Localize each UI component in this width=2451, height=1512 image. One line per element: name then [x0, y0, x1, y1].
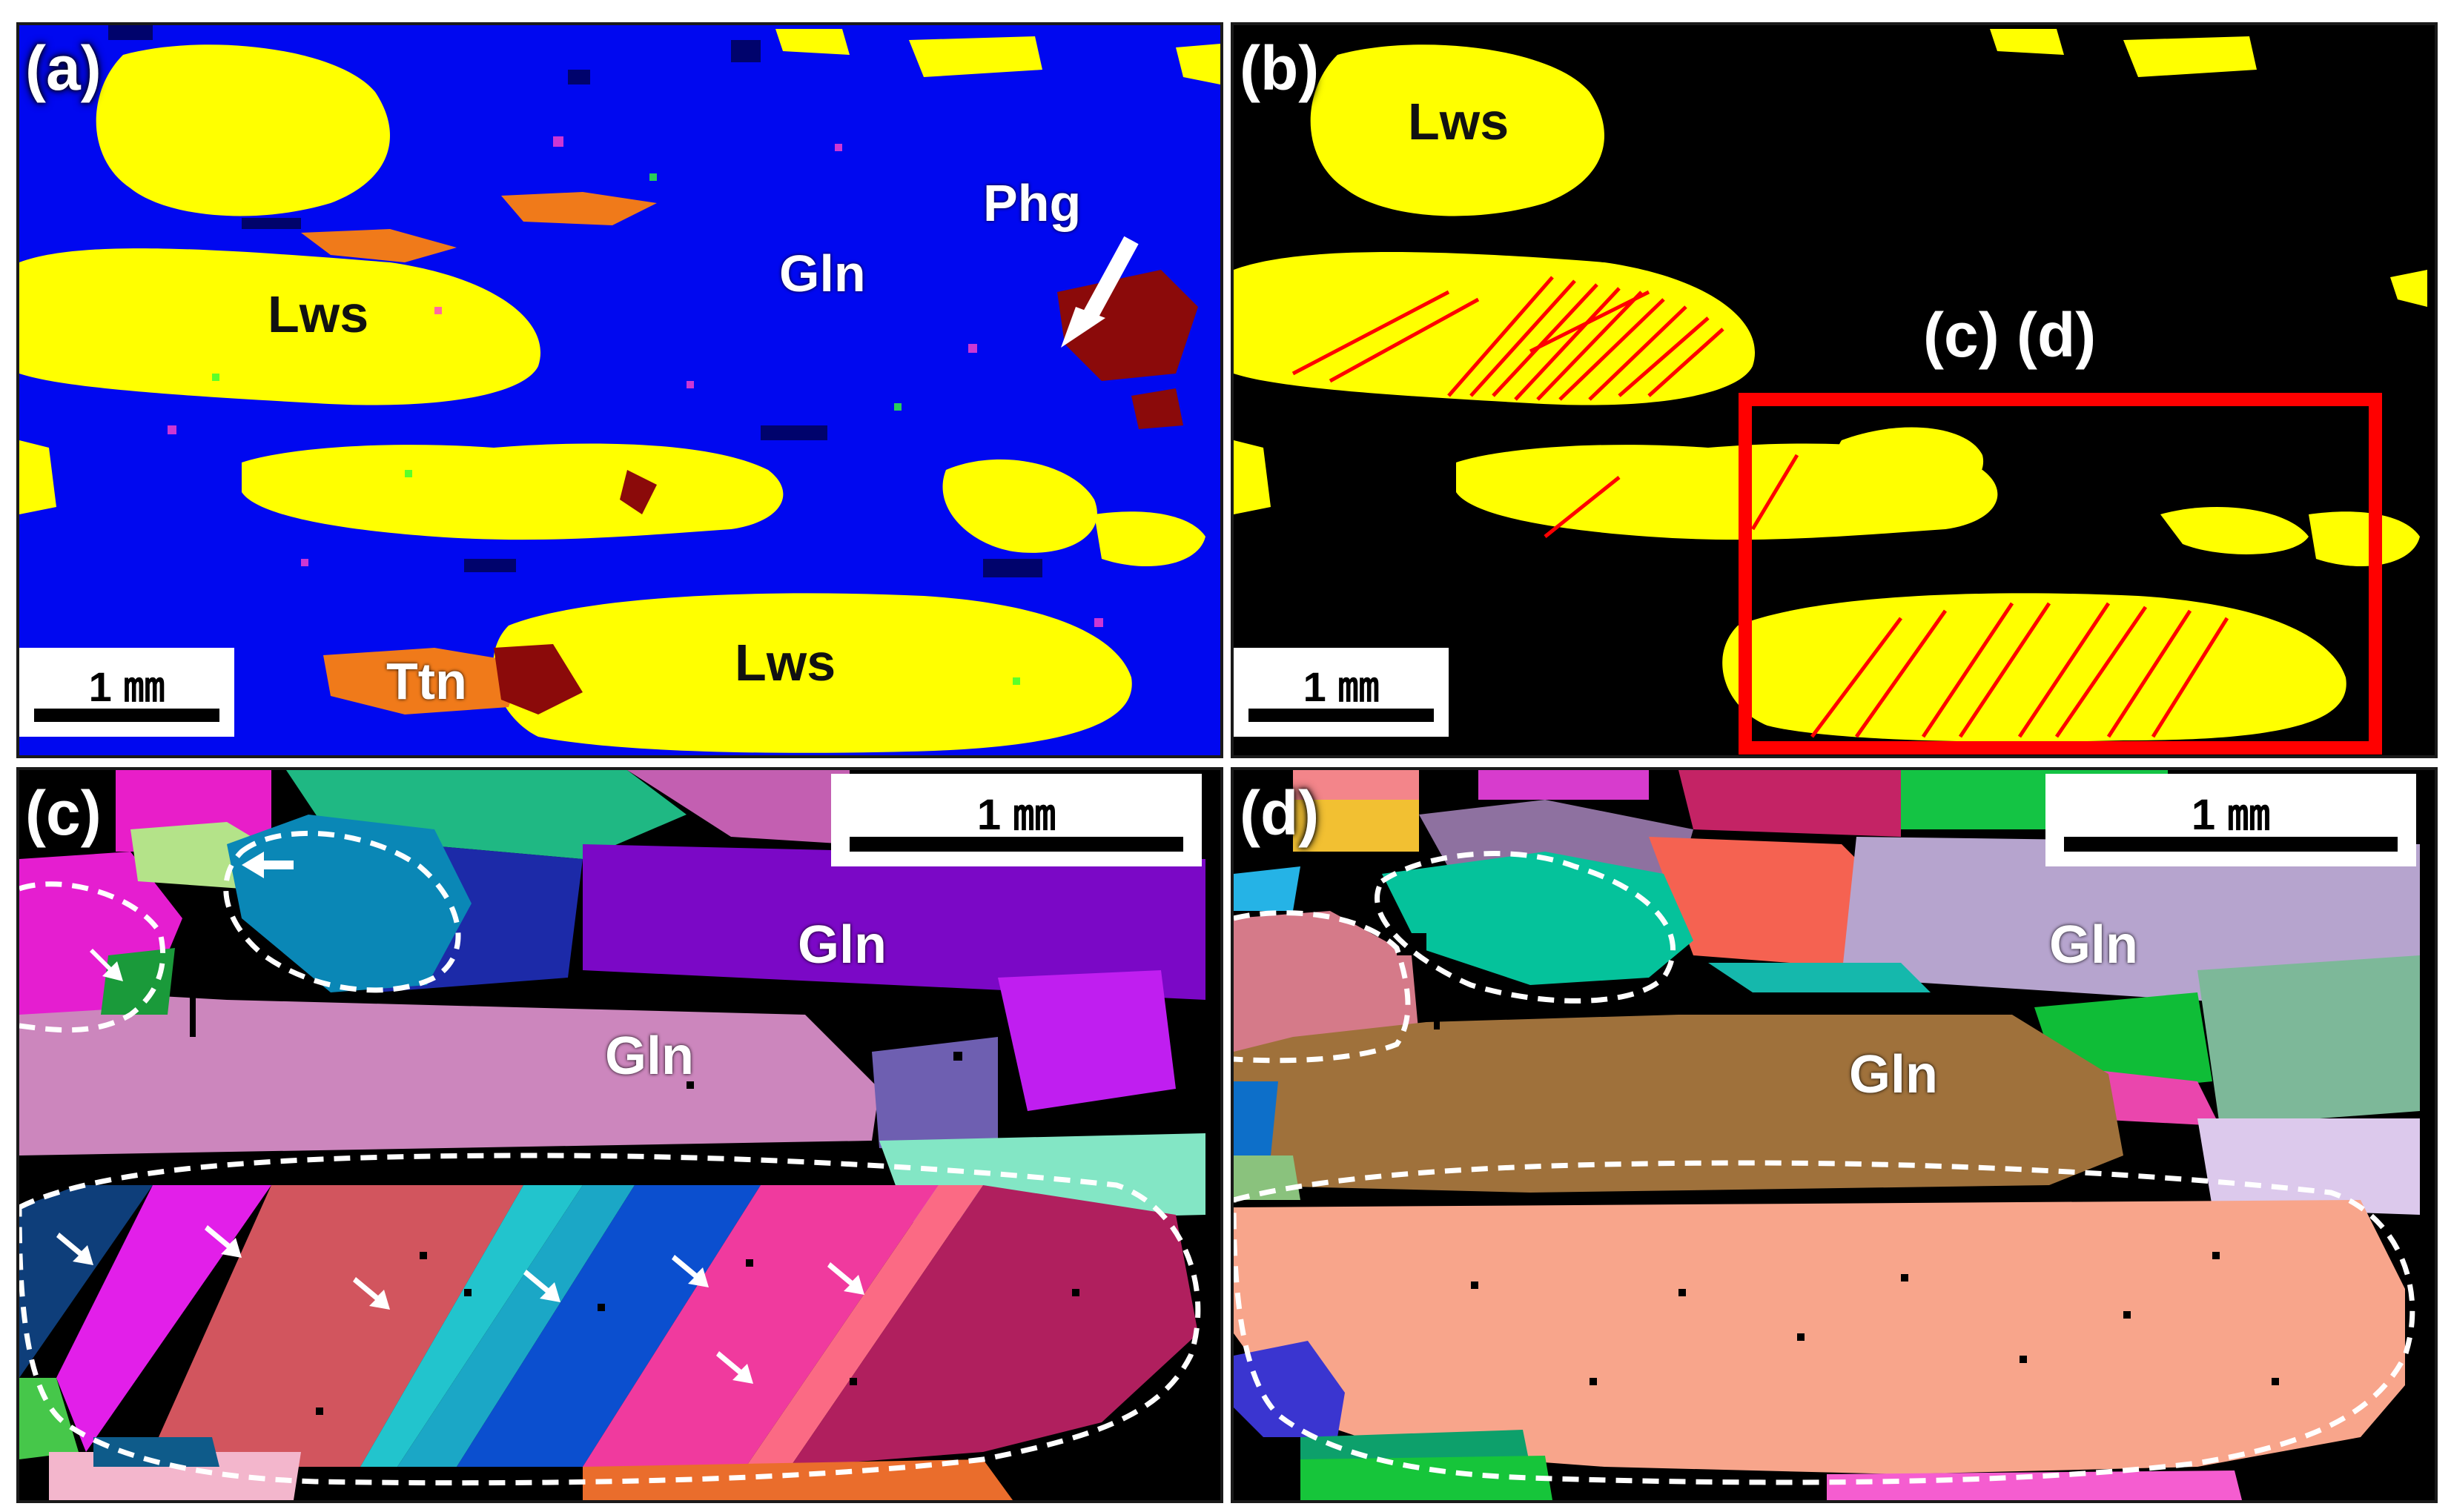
panel-d-label: (d)	[1240, 778, 1320, 848]
scale-bar-a: 1 ㎜	[19, 648, 234, 737]
scale-bar-c-text: 1 ㎜	[976, 791, 1056, 839]
scale-bar-b-line	[1248, 709, 1434, 722]
label-ttn: Ttn	[386, 652, 467, 710]
label-phg: Phg	[983, 174, 1082, 232]
label-gln-upper: Gln	[798, 915, 887, 975]
label-gln-upper: Gln	[2049, 915, 2138, 975]
label-gln: Gln	[779, 245, 866, 302]
panel-a-phase-map: (a) Lws Gln Phg Lws Ttn 1 ㎜	[16, 22, 1223, 758]
twin-arrows-c	[56, 852, 864, 1384]
label-gln-middle: Gln	[605, 1027, 694, 1086]
scale-bar-d-text: 1 ㎜	[2191, 791, 2271, 839]
panel-c-orientation-map: (c) Gln Gln 1 ㎜	[16, 767, 1223, 1503]
scale-bar-a-line	[34, 709, 219, 722]
label-lws: Lws	[1408, 93, 1509, 150]
scale-bar-b-text: 1 ㎜	[1303, 663, 1380, 710]
twin-boundary-map-image	[1234, 25, 2435, 755]
panel-d-orientation-map: (d) Gln Gln 1 ㎜	[1231, 767, 2438, 1503]
label-lws-1: Lws	[268, 285, 369, 343]
orientation-map-c-image	[19, 770, 1220, 1500]
panel-a-label: (a)	[25, 33, 102, 103]
scale-bar-d-line	[2064, 837, 2398, 852]
orientation-map-d-image	[1234, 770, 2435, 1500]
phase-map-image	[19, 25, 1220, 755]
scale-bar-a-text: 1 ㎜	[88, 663, 165, 710]
scale-bar-c: 1 ㎜	[831, 774, 1202, 866]
label-lws-2: Lws	[735, 634, 836, 692]
scale-bar-d: 1 ㎜	[2045, 774, 2416, 866]
scale-bar-b: 1 ㎜	[1234, 648, 1449, 737]
panel-b-twin-map: (b) Lws (c) (d) 1 ㎜	[1231, 22, 2438, 758]
label-c-d-box: (c) (d)	[1923, 300, 2097, 370]
scale-bar-c-line	[850, 837, 1183, 852]
panel-b-label: (b)	[1240, 33, 1320, 103]
label-gln-middle: Gln	[1849, 1045, 1938, 1104]
panel-c-label: (c)	[25, 778, 102, 848]
